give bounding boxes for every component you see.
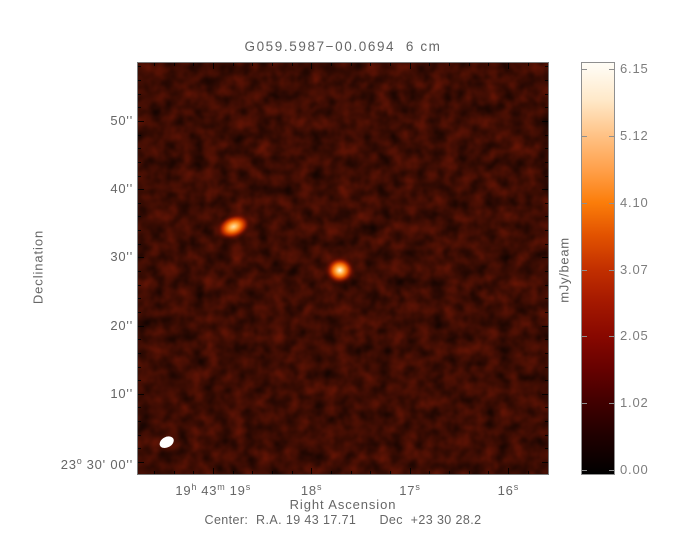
chart-title: G059.5987−00.0694 6 cm — [244, 39, 442, 54]
tick-text: 10'' — [110, 385, 133, 401]
colorbar-tick — [582, 136, 587, 138]
x-axis-title: Right Ascension — [289, 497, 397, 512]
tick-text: 50'' — [110, 112, 133, 128]
map-area — [138, 63, 548, 474]
tick-text: 30' 00'' — [82, 456, 133, 472]
tick-text: 40'' — [110, 181, 133, 197]
x-tick-label: 18s — [231, 479, 391, 499]
colorbar-axis-title: mJy/beam — [556, 237, 572, 303]
tick-text: 30'' — [110, 249, 133, 265]
tick-text: 23 — [60, 456, 77, 472]
tick-text: 19 — [225, 483, 246, 498]
colorbar-tick-label: 0.00 — [620, 462, 649, 477]
y-tick-label: 40'' — [0, 180, 133, 197]
y-tick-label: 30'' — [0, 248, 133, 265]
colorbar-tick-label: 4.10 — [620, 194, 649, 210]
unit-superscript: s — [316, 482, 322, 492]
colorbar-tick — [609, 202, 614, 204]
unit-superscript: m — [217, 482, 226, 492]
unit-superscript: s — [513, 482, 519, 492]
colorbar-tick — [609, 69, 614, 70]
y-tick-label: 50'' — [0, 112, 133, 129]
beam-ellipse — [159, 436, 174, 448]
unit-superscript: o — [76, 455, 83, 466]
center-coordinates-caption: Center: R.A. 19 43 17.71 Dec +23 30 28.2 — [204, 513, 482, 527]
y-axis-title: Declination — [30, 229, 46, 305]
colorbar-tick — [582, 202, 587, 204]
y-tick-label: 20'' — [0, 317, 133, 334]
tick-text: 43 — [196, 483, 218, 498]
colorbar-tick — [609, 136, 614, 138]
colorbar-tick — [609, 336, 614, 338]
tick-text: 16 — [497, 483, 514, 498]
source-center — [323, 255, 356, 286]
colorbar-tick-label: 2.05 — [620, 328, 649, 344]
colorbar-tick — [609, 269, 614, 271]
colorbar-tick-label: 6.15 — [620, 61, 649, 76]
source-northeast — [215, 212, 252, 241]
colorbar-tick-label: 1.02 — [620, 395, 649, 411]
y-tick-label: 10'' — [0, 385, 133, 402]
y-tick-label: 23o 30' 00'' — [0, 453, 133, 472]
tick-text: 18 — [300, 483, 317, 498]
x-tick-label: 16s — [428, 479, 588, 499]
unit-superscript: h — [191, 482, 197, 492]
colorbar-tick-label: 5.12 — [620, 128, 649, 144]
colorbar-tick — [609, 470, 614, 471]
x-tick-label: 17s — [330, 479, 490, 499]
colorbar-tick — [582, 470, 587, 471]
unit-superscript: s — [415, 482, 421, 492]
colorbar-tick — [609, 403, 614, 405]
tick-text: 20'' — [110, 317, 133, 333]
unit-superscript: s — [245, 482, 251, 492]
colorbar-tick — [582, 269, 587, 271]
colorbar-tick — [582, 69, 587, 70]
colorbar — [582, 63, 614, 474]
colorbar-tick — [582, 403, 587, 405]
tick-text: 19 — [175, 483, 192, 498]
map-image — [138, 63, 548, 474]
colorbar-tick — [582, 336, 587, 338]
tick-text: 17 — [399, 483, 416, 498]
colorbar-tick-label: 3.07 — [620, 261, 649, 277]
x-tick-label: 19h 43m 19s — [133, 479, 293, 499]
